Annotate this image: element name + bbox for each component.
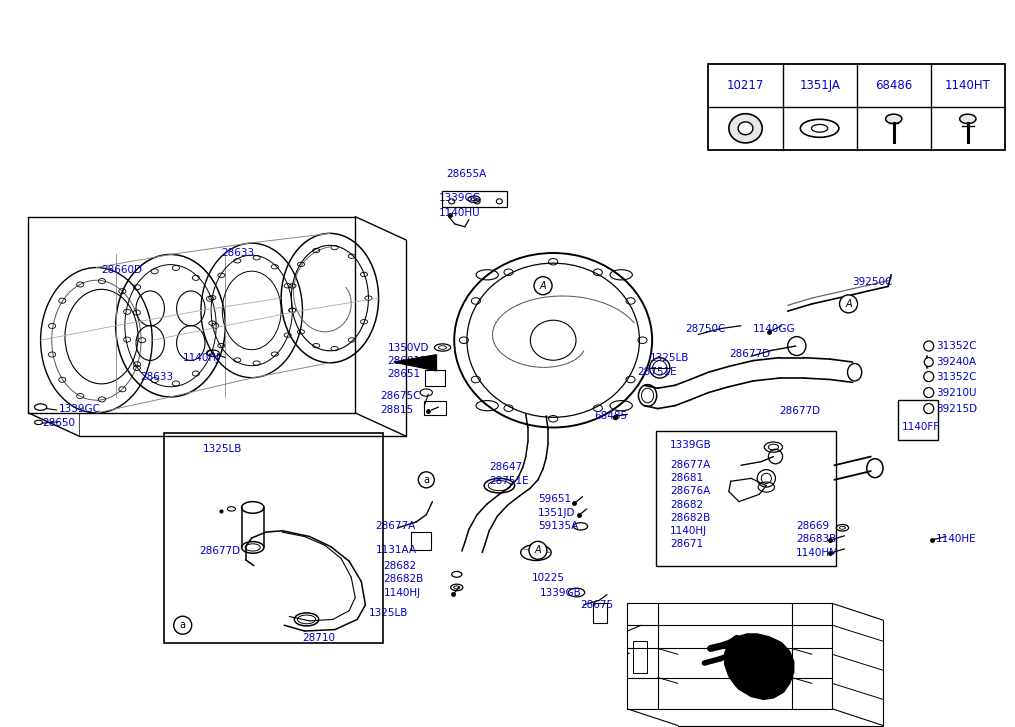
Text: 1339GC: 1339GC bbox=[59, 403, 100, 414]
Ellipse shape bbox=[811, 124, 828, 132]
Ellipse shape bbox=[924, 403, 934, 414]
Bar bbox=[898, 400, 938, 440]
Text: 28675: 28675 bbox=[581, 600, 614, 610]
Text: 31352C: 31352C bbox=[936, 371, 976, 382]
Text: 1325LB: 1325LB bbox=[368, 608, 408, 618]
Ellipse shape bbox=[924, 387, 934, 398]
Text: 28681: 28681 bbox=[670, 473, 703, 483]
Bar bbox=[425, 370, 446, 386]
Text: 59135A: 59135A bbox=[538, 521, 579, 531]
Text: 28750C: 28750C bbox=[685, 324, 726, 334]
Bar bbox=[593, 603, 607, 624]
Ellipse shape bbox=[925, 358, 933, 366]
Text: 28815: 28815 bbox=[381, 405, 414, 415]
Text: 1140HJ: 1140HJ bbox=[183, 353, 220, 363]
Ellipse shape bbox=[924, 341, 934, 351]
Bar bbox=[424, 401, 447, 415]
Text: 1140HJ: 1140HJ bbox=[384, 587, 421, 598]
Text: 1131AA: 1131AA bbox=[376, 545, 416, 555]
Text: 1339GC: 1339GC bbox=[438, 193, 480, 204]
Text: A: A bbox=[845, 299, 852, 309]
Bar bbox=[708, 64, 1005, 150]
Text: 1325LB: 1325LB bbox=[650, 353, 689, 364]
Ellipse shape bbox=[885, 114, 902, 124]
Text: A: A bbox=[540, 281, 546, 291]
Text: 1339GB: 1339GB bbox=[670, 440, 712, 450]
Text: 10225: 10225 bbox=[532, 573, 565, 583]
Text: 39210U: 39210U bbox=[936, 387, 976, 398]
Text: 1339GB: 1339GB bbox=[540, 587, 582, 598]
Ellipse shape bbox=[534, 277, 552, 294]
Text: a: a bbox=[423, 475, 429, 485]
Text: 28651: 28651 bbox=[388, 369, 421, 379]
Text: 10217: 10217 bbox=[727, 79, 764, 92]
Text: 39250C: 39250C bbox=[853, 277, 893, 287]
Text: 1140HJ: 1140HJ bbox=[670, 526, 707, 536]
Ellipse shape bbox=[174, 616, 192, 634]
Text: 28751E: 28751E bbox=[637, 367, 677, 377]
Text: 28633: 28633 bbox=[140, 371, 174, 382]
Text: 1350VD: 1350VD bbox=[388, 342, 429, 353]
Text: 1140HT: 1140HT bbox=[945, 79, 991, 92]
Text: 39240A: 39240A bbox=[936, 357, 976, 367]
Text: 1140FF: 1140FF bbox=[901, 422, 940, 433]
Ellipse shape bbox=[839, 295, 858, 313]
Ellipse shape bbox=[924, 371, 934, 382]
Bar bbox=[411, 532, 431, 550]
Text: 28677A: 28677A bbox=[670, 460, 710, 470]
Polygon shape bbox=[394, 355, 436, 371]
Text: 28660D: 28660D bbox=[102, 265, 142, 276]
Text: 28751E: 28751E bbox=[489, 476, 529, 486]
Text: 28682B: 28682B bbox=[384, 574, 424, 585]
Text: 28671: 28671 bbox=[670, 539, 703, 549]
Ellipse shape bbox=[729, 113, 762, 143]
Ellipse shape bbox=[418, 472, 434, 488]
Ellipse shape bbox=[529, 542, 547, 559]
Text: 28682: 28682 bbox=[384, 561, 417, 571]
Ellipse shape bbox=[738, 122, 753, 134]
Text: 1325LB: 1325LB bbox=[203, 444, 243, 454]
Bar bbox=[442, 191, 506, 207]
Text: 1140HU: 1140HU bbox=[438, 208, 480, 218]
Text: 28633: 28633 bbox=[221, 248, 255, 258]
Text: 28682B: 28682B bbox=[670, 513, 710, 523]
Text: 28682: 28682 bbox=[670, 499, 703, 510]
Text: 28647: 28647 bbox=[489, 462, 523, 472]
Text: A: A bbox=[535, 545, 541, 555]
Text: 28677D: 28677D bbox=[780, 406, 821, 416]
Text: 28681B: 28681B bbox=[388, 356, 428, 366]
Text: a: a bbox=[180, 620, 186, 630]
Text: 28669: 28669 bbox=[796, 521, 829, 531]
Text: 1140HE: 1140HE bbox=[936, 534, 976, 545]
Text: 28675C: 28675C bbox=[381, 391, 421, 401]
Text: 1351JA: 1351JA bbox=[799, 79, 840, 92]
Text: 28676A: 28676A bbox=[670, 486, 710, 497]
Text: 28710: 28710 bbox=[302, 633, 336, 643]
Text: 28677D: 28677D bbox=[199, 546, 241, 556]
Bar bbox=[164, 433, 383, 643]
Text: 59651: 59651 bbox=[538, 494, 571, 505]
Text: 1351JD: 1351JD bbox=[538, 507, 576, 518]
Text: 68486: 68486 bbox=[875, 79, 912, 92]
Text: 1140HM: 1140HM bbox=[796, 547, 838, 558]
Text: 31352C: 31352C bbox=[936, 341, 976, 351]
Text: 28650: 28650 bbox=[43, 418, 76, 428]
Text: 28677D: 28677D bbox=[729, 349, 770, 359]
Polygon shape bbox=[725, 634, 794, 699]
Text: 28655A: 28655A bbox=[447, 169, 487, 180]
Text: 68485: 68485 bbox=[594, 411, 627, 421]
Text: 1140GG: 1140GG bbox=[753, 324, 796, 334]
Bar bbox=[633, 641, 648, 673]
Bar bbox=[656, 431, 836, 566]
Text: 28677A: 28677A bbox=[376, 521, 416, 531]
Text: 39215D: 39215D bbox=[936, 403, 977, 414]
Ellipse shape bbox=[959, 114, 976, 124]
Text: 28683B: 28683B bbox=[796, 534, 836, 545]
